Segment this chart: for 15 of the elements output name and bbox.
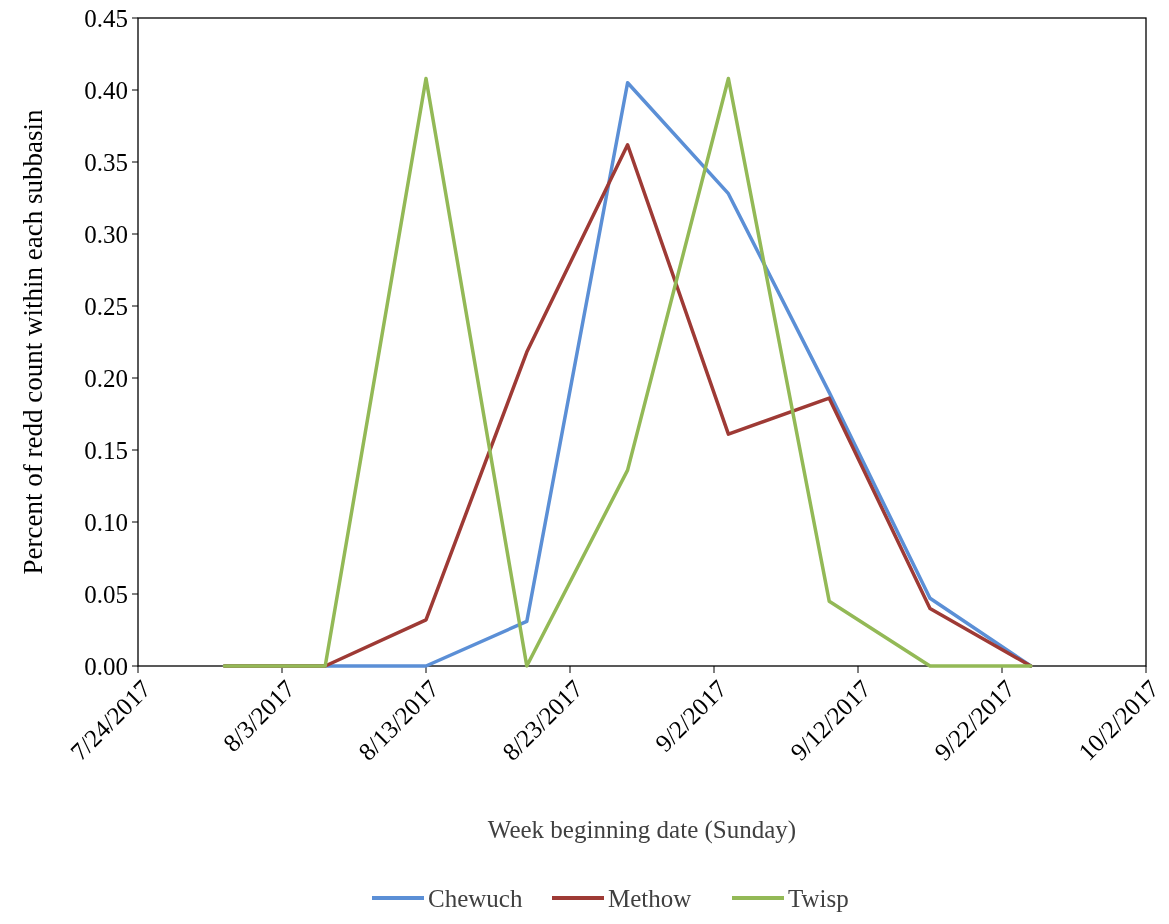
y-tick-label: 0.30 [84, 220, 128, 248]
y-tick-label: 0.40 [84, 76, 128, 104]
y-tick-label: 0.00 [84, 652, 128, 680]
y-tick-label: 0.20 [84, 364, 128, 392]
legend-label: Twisp [788, 884, 849, 912]
y-tick-label: 0.15 [84, 436, 128, 464]
y-tick-label: 0.10 [84, 508, 128, 536]
y-tick-label: 0.25 [84, 292, 128, 320]
legend-label: Chewuch [428, 884, 523, 912]
y-axis-title: Percent of redd count within each subbasin [18, 109, 48, 575]
x-axis-title: Week beginning date (Sunday) [487, 816, 797, 844]
y-tick-label: 0.35 [84, 148, 128, 176]
legend-label: Methow [608, 884, 692, 912]
y-tick-label: 0.45 [84, 4, 128, 32]
y-tick-label: 0.05 [84, 580, 128, 608]
